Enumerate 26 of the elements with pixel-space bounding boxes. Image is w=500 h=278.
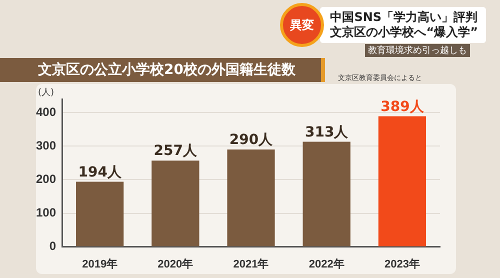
y-tick-label: 200 — [36, 172, 56, 186]
data-label: 257人 — [154, 143, 198, 160]
data-label: 389人 — [380, 98, 425, 115]
text: 異変 — [280, 3, 324, 47]
x-tick-label: 2019年 — [82, 257, 118, 270]
x-tick-label: 2021年 — [233, 257, 269, 270]
chart-title: 文京区の公立小学校20校の外国籍生徒数 — [0, 58, 325, 82]
text: 教育環境求め引っ越しも — [365, 44, 470, 57]
bar — [152, 160, 200, 246]
y-tick-label: 0 — [49, 239, 56, 254]
data-label: 194人 — [78, 164, 122, 180]
x-tick-label: 2022年 — [308, 257, 344, 270]
bar — [76, 182, 124, 246]
data-label: 313人 — [304, 124, 350, 140]
bar — [378, 116, 426, 246]
y-axis-title: (人) — [38, 87, 54, 98]
text: 中国SNS「学力高い」評判 — [330, 10, 478, 25]
bar — [227, 150, 275, 246]
y-tick-label: 100 — [36, 206, 56, 220]
y-tick-label: 300 — [36, 138, 56, 152]
y-tick-label: 400 — [36, 104, 56, 119]
text: 文京区の小学校へ“爆入学” — [330, 25, 478, 40]
x-tick-label: 2023年 — [384, 257, 420, 270]
data-label: 290人 — [229, 132, 274, 148]
x-tick-label: 2020年 — [158, 257, 194, 270]
bar — [302, 142, 350, 246]
